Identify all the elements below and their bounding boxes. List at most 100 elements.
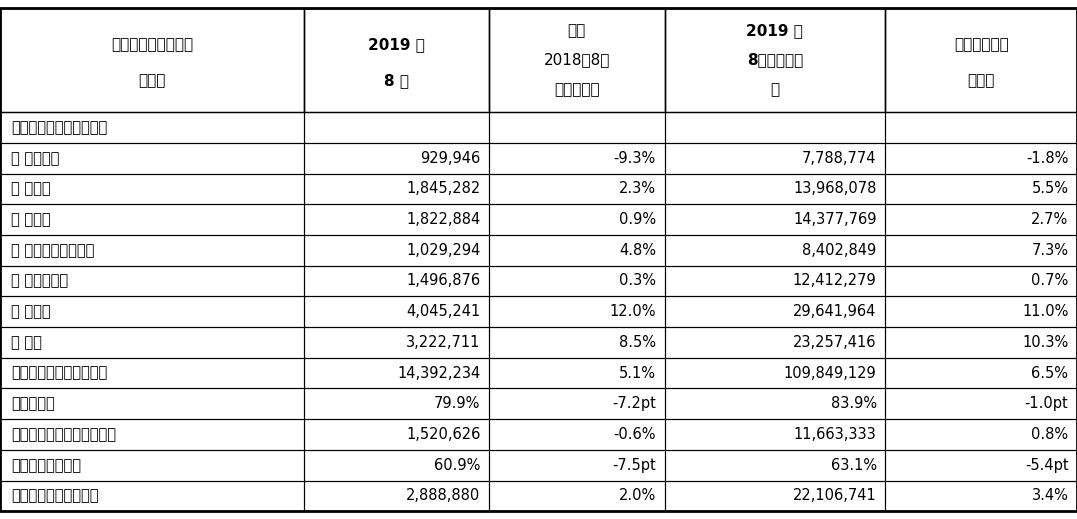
Text: 1,822,884: 1,822,884 xyxy=(406,212,480,227)
Bar xyxy=(665,266,885,296)
Text: 8个月累积数: 8个月累积数 xyxy=(746,52,803,67)
Text: 11.0%: 11.0% xyxy=(1022,304,1068,319)
Bar xyxy=(0,327,304,358)
Text: 83.9%: 83.9% xyxy=(830,397,877,411)
Text: -5.4pt: -5.4pt xyxy=(1024,458,1068,473)
Bar xyxy=(0,450,304,481)
Text: 可用座位千米数（千位）: 可用座位千米数（千位） xyxy=(11,365,107,380)
Bar xyxy=(304,235,489,266)
Text: -0.6%: -0.6% xyxy=(614,427,656,442)
Text: -1.0pt: -1.0pt xyxy=(1024,397,1068,411)
Bar xyxy=(665,296,885,327)
Bar xyxy=(885,173,1077,204)
Text: － 东南亚: － 东南亚 xyxy=(11,212,51,227)
Bar xyxy=(0,358,304,388)
Text: 货物及邮件运载率: 货物及邮件运载率 xyxy=(11,458,81,473)
Bar xyxy=(0,143,304,173)
Text: 12.0%: 12.0% xyxy=(610,304,656,319)
Bar xyxy=(665,143,885,173)
Bar xyxy=(665,419,885,450)
Bar xyxy=(0,8,304,112)
Text: 2019 年: 2019 年 xyxy=(368,37,424,52)
Bar xyxy=(0,204,304,235)
Text: 今年至今差额: 今年至今差额 xyxy=(954,37,1008,52)
Bar xyxy=(489,358,665,388)
Bar xyxy=(489,173,665,204)
Text: 63.1%: 63.1% xyxy=(830,458,877,473)
Text: － 东北亚: － 东北亚 xyxy=(11,182,51,196)
Text: 0.9%: 0.9% xyxy=(619,212,656,227)
Text: 23,257,416: 23,257,416 xyxy=(793,335,877,350)
Bar xyxy=(489,204,665,235)
Bar xyxy=(665,327,885,358)
Text: 12,412,279: 12,412,279 xyxy=(793,274,877,289)
Text: 1,520,626: 1,520,626 xyxy=(406,427,480,442)
Text: 2.3%: 2.3% xyxy=(619,182,656,196)
Text: 1,029,294: 1,029,294 xyxy=(406,243,480,258)
Text: 5.1%: 5.1% xyxy=(619,365,656,380)
Text: 7,788,774: 7,788,774 xyxy=(802,151,877,166)
Text: 乘客运载率: 乘客运载率 xyxy=(11,397,55,411)
Text: 29,641,964: 29,641,964 xyxy=(794,304,877,319)
Bar xyxy=(885,112,1077,143)
Bar xyxy=(885,143,1077,173)
Text: 对比: 对比 xyxy=(568,23,586,38)
Bar xyxy=(489,450,665,481)
Bar xyxy=(304,358,489,388)
Text: 可用座位千米数（千位）: 可用座位千米数（千位） xyxy=(11,120,107,135)
Text: 6.5%: 6.5% xyxy=(1032,365,1068,380)
Bar xyxy=(304,481,489,511)
Bar xyxy=(665,173,885,204)
Text: 2.7%: 2.7% xyxy=(1031,212,1068,227)
Text: 8 月: 8 月 xyxy=(383,73,409,88)
Text: 10.3%: 10.3% xyxy=(1022,335,1068,350)
Text: 可容量: 可容量 xyxy=(138,73,166,88)
Text: 0.8%: 0.8% xyxy=(1032,427,1068,442)
Bar xyxy=(489,419,665,450)
Bar xyxy=(489,327,665,358)
Bar xyxy=(0,481,304,511)
Text: 字: 字 xyxy=(770,81,780,97)
Bar xyxy=(0,266,304,296)
Text: 11,663,333: 11,663,333 xyxy=(794,427,877,442)
Bar xyxy=(885,327,1077,358)
Text: 3.4%: 3.4% xyxy=(1032,488,1068,503)
Bar xyxy=(665,112,885,143)
Bar xyxy=(489,266,665,296)
Text: － 南亚，中东及非洲: － 南亚，中东及非洲 xyxy=(11,243,94,258)
Text: 929,946: 929,946 xyxy=(420,151,480,166)
Bar xyxy=(665,450,885,481)
Text: 可用货运吨千米数（千位）: 可用货运吨千米数（千位） xyxy=(11,427,115,442)
Text: － 西南太平洋: － 西南太平洋 xyxy=(11,274,68,289)
Text: 14,377,769: 14,377,769 xyxy=(793,212,877,227)
Bar xyxy=(885,358,1077,388)
Bar xyxy=(0,296,304,327)
Bar xyxy=(489,112,665,143)
Bar xyxy=(304,296,489,327)
Bar xyxy=(885,266,1077,296)
Text: 22,106,741: 22,106,741 xyxy=(793,488,877,503)
Text: 2018年8月: 2018年8月 xyxy=(544,52,610,67)
Text: 百分比: 百分比 xyxy=(967,73,995,88)
Bar xyxy=(0,235,304,266)
Bar xyxy=(885,481,1077,511)
Bar xyxy=(304,419,489,450)
Bar xyxy=(489,8,665,112)
Bar xyxy=(0,419,304,450)
Bar xyxy=(665,235,885,266)
Text: 3,222,711: 3,222,711 xyxy=(406,335,480,350)
Bar xyxy=(489,235,665,266)
Text: 0.3%: 0.3% xyxy=(619,274,656,289)
Text: 60.9%: 60.9% xyxy=(434,458,480,473)
Text: 8.5%: 8.5% xyxy=(619,335,656,350)
Bar xyxy=(304,204,489,235)
Text: -1.8%: -1.8% xyxy=(1026,151,1068,166)
Text: 4.8%: 4.8% xyxy=(619,243,656,258)
Text: 可用吨千米数（千位）: 可用吨千米数（千位） xyxy=(11,488,98,503)
Bar xyxy=(885,296,1077,327)
Text: 79.9%: 79.9% xyxy=(434,397,480,411)
Bar xyxy=(304,8,489,112)
Text: 1,496,876: 1,496,876 xyxy=(406,274,480,289)
Bar xyxy=(665,8,885,112)
Text: 0.7%: 0.7% xyxy=(1031,274,1068,289)
